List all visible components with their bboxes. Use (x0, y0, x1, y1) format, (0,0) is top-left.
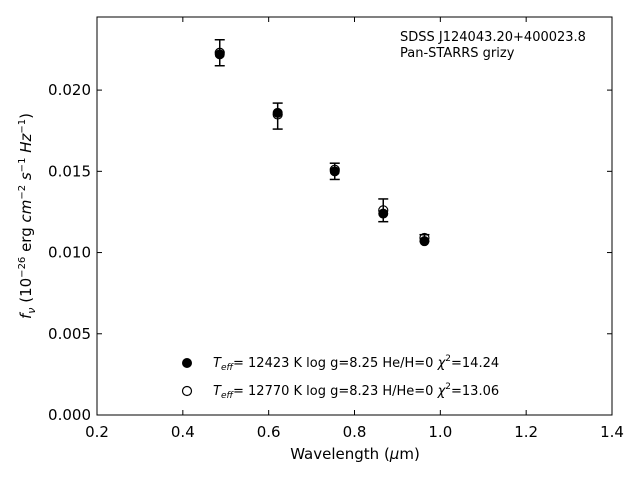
legend: Teff= 12423 K log g=8.25 He/H=0 χ2=14.24… (181, 354, 499, 401)
x-tick-label: 1.4 (600, 423, 624, 441)
legend-2-sq: 2 (445, 382, 451, 392)
legend-1-t: T (213, 356, 222, 371)
y-title-exp2: −2 (17, 185, 28, 200)
legend-1-main: = 12423 K log g=8.25 He/H=0 (233, 356, 438, 371)
x-tick-label: 1.0 (428, 423, 452, 441)
legend-2-val: =13.06 (451, 384, 499, 399)
legend-2-t: T (213, 384, 222, 399)
y-title-close: ) (17, 113, 35, 119)
x-axis-ticks: 0.2 0.4 0.6 0.8 1.0 1.2 1.4 (85, 17, 624, 441)
y-title-open: (10 (17, 278, 35, 308)
y-title-s: s (17, 172, 35, 185)
y-axis-title: fν (10−26 erg cm−2 s−1 Hz−1) (17, 113, 38, 319)
x-tick-label: 0.6 (257, 423, 281, 441)
data-marks (214, 38, 430, 247)
legend-1-eff: eff (221, 363, 235, 373)
legend-1-sq: 2 (445, 354, 451, 364)
y-tick-label: 0.010 (48, 244, 91, 262)
y-title-mid: erg (17, 223, 35, 257)
y-tick-label: 0.020 (48, 81, 91, 99)
data-point-open (378, 205, 389, 216)
y-title-cm: cm (17, 200, 35, 223)
x-tick-label: 0.2 (85, 423, 109, 441)
y-title-hz: Hz (17, 133, 35, 158)
data-point-open (272, 109, 283, 120)
x-axis-title: Wavelength (μm) (290, 445, 420, 463)
legend-label-2: Teff= 12770 K log g=8.23 H/He=0 χ2=13.06 (213, 382, 499, 401)
data-point-open (419, 232, 430, 244)
y-title-exp3: −1 (17, 158, 28, 173)
data-point-filled (378, 208, 389, 219)
data-point-open (214, 47, 225, 58)
x-tick-label: 0.4 (171, 423, 195, 441)
y-tick-label: 0.000 (48, 406, 91, 424)
x-axis-title-main: Wavelength ( (290, 445, 390, 463)
y-title-f: f (17, 311, 35, 319)
legend-marker-open (181, 385, 193, 397)
y-title-exp1: −26 (17, 257, 28, 278)
x-axis-title-tail: m) (399, 445, 419, 463)
legend-1-chi: χ (437, 356, 447, 371)
y-tick-label: 0.005 (48, 325, 91, 343)
y-axis-ticks: 0.000 0.005 0.010 0.015 0.020 (48, 81, 612, 424)
y-tick-label: 0.015 (48, 162, 91, 180)
x-axis-title-mu: μ (389, 445, 400, 463)
x-tick-label: 0.8 (343, 423, 367, 441)
legend-2-chi: χ (437, 384, 447, 399)
legend-marker-filled (182, 358, 192, 368)
y-title-nu: ν (25, 308, 38, 314)
legend-1-val: =14.24 (451, 356, 499, 371)
y-title-exp4: −1 (17, 119, 28, 134)
data-point-filled (419, 236, 430, 247)
annotation-line-2: Pan-STARRS grizy (400, 46, 515, 61)
legend-2-main: = 12770 K log g=8.23 H/He=0 (233, 384, 438, 399)
x-tick-label: 1.2 (514, 423, 538, 441)
annotation-line-1: SDSS J124043.20+400023.8 (400, 30, 586, 45)
plot-area (96, 16, 613, 416)
legend-label-1: Teff= 12423 K log g=8.25 He/H=0 χ2=14.24 (213, 354, 499, 373)
data-point-open (329, 164, 340, 175)
legend-2-eff: eff (221, 391, 235, 401)
